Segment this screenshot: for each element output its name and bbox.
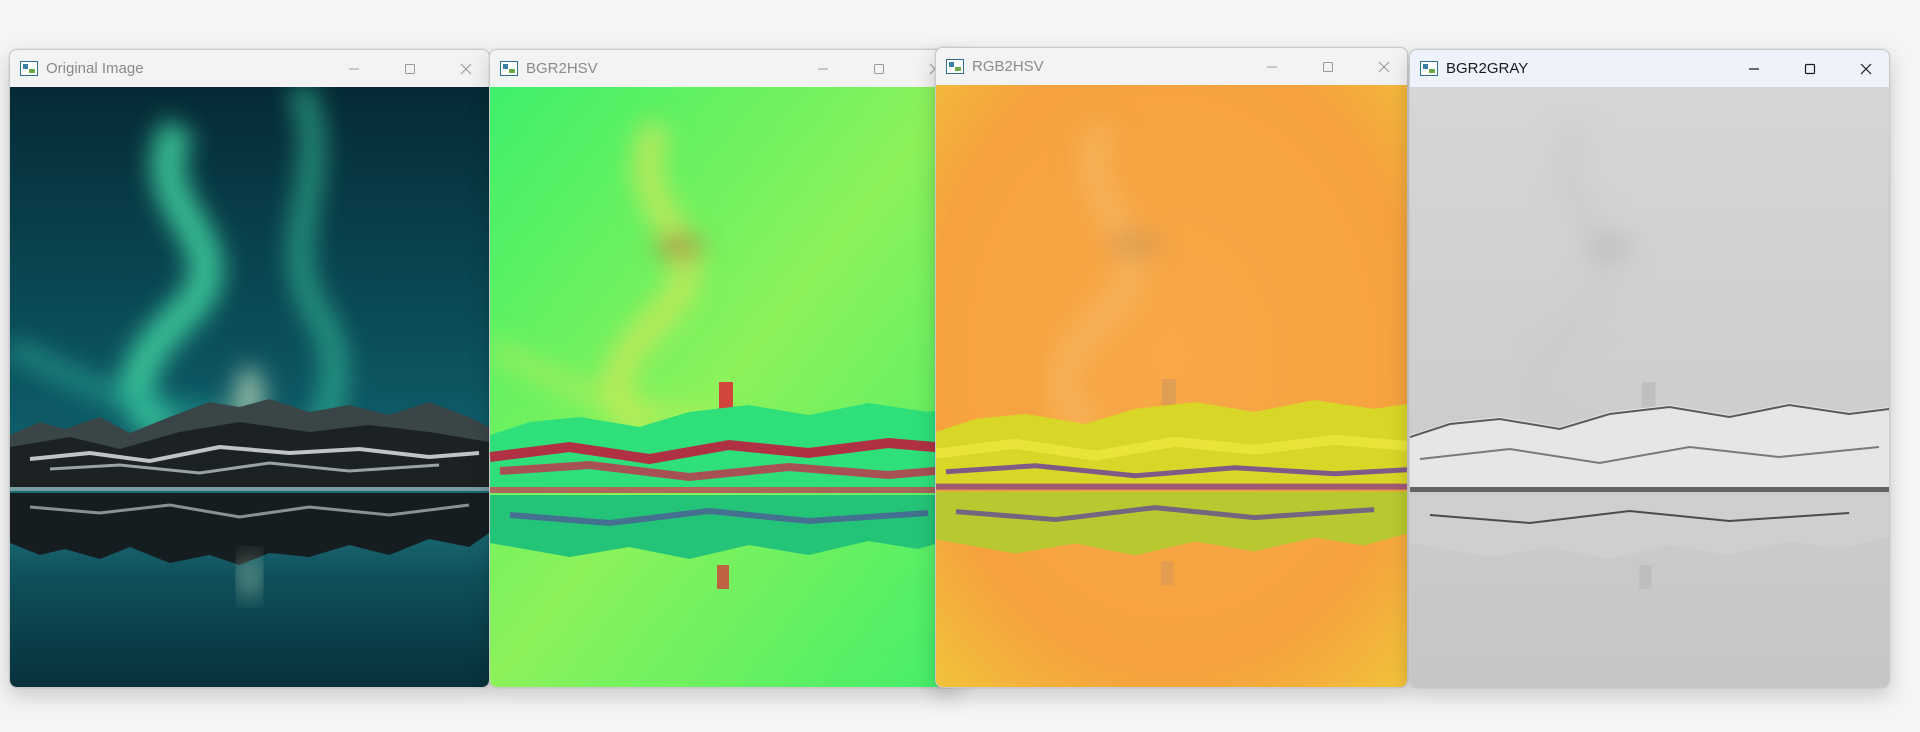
- image-canvas: [10, 87, 489, 687]
- window-titlebar[interactable]: BGR2HSV: [490, 50, 958, 88]
- window-titlebar[interactable]: Original Image: [10, 50, 489, 88]
- close-icon: [1860, 63, 1872, 74]
- close-button[interactable]: [1361, 48, 1407, 85]
- minimize-button[interactable]: [331, 50, 377, 87]
- window-title: BGR2HSV: [526, 60, 598, 77]
- maximize-icon: [1804, 63, 1816, 74]
- window-bgr2hsv[interactable]: BGR2HSV: [489, 49, 959, 688]
- window-titlebar[interactable]: RGB2HSV: [936, 48, 1407, 86]
- maximize-button[interactable]: [856, 50, 902, 87]
- close-button[interactable]: [443, 50, 489, 87]
- aurora-photo-grayscale: [1410, 87, 1889, 687]
- close-button[interactable]: [1843, 50, 1889, 87]
- window-rgb2hsv[interactable]: RGB2HSV: [935, 47, 1408, 688]
- maximize-icon: [405, 63, 415, 74]
- image-canvas: [1410, 87, 1889, 687]
- close-icon: [1378, 61, 1390, 72]
- image-canvas: [490, 87, 958, 687]
- minimize-button[interactable]: [1731, 50, 1777, 87]
- opencv-window-icon: [1420, 61, 1438, 76]
- opencv-window-icon: [500, 61, 518, 76]
- opencv-window-icon: [20, 61, 38, 76]
- aurora-photo-rgb2hsv: [936, 85, 1407, 687]
- close-icon: [460, 63, 472, 74]
- maximize-icon: [874, 63, 884, 74]
- window-original-image[interactable]: Original Image: [9, 49, 490, 688]
- minimize-button[interactable]: [1249, 48, 1295, 85]
- window-title: BGR2GRAY: [1446, 60, 1529, 77]
- minimize-icon: [818, 68, 828, 69]
- minimize-icon: [1749, 67, 1759, 70]
- minimize-icon: [1267, 66, 1277, 67]
- opencv-window-icon: [946, 59, 964, 74]
- window-title: Original Image: [46, 60, 144, 77]
- window-title: RGB2HSV: [972, 58, 1044, 75]
- aurora-photo-original: [10, 87, 489, 687]
- minimize-icon: [349, 68, 359, 69]
- aurora-photo-bgr2hsv: [490, 87, 958, 687]
- window-bgr2gray[interactable]: BGR2GRAY: [1409, 49, 1890, 688]
- maximize-button[interactable]: [387, 50, 433, 87]
- maximize-button[interactable]: [1787, 50, 1833, 87]
- window-titlebar[interactable]: BGR2GRAY: [1410, 50, 1889, 88]
- minimize-button[interactable]: [800, 50, 846, 87]
- image-canvas: [936, 85, 1407, 687]
- maximize-icon: [1323, 61, 1333, 72]
- maximize-button[interactable]: [1305, 48, 1351, 85]
